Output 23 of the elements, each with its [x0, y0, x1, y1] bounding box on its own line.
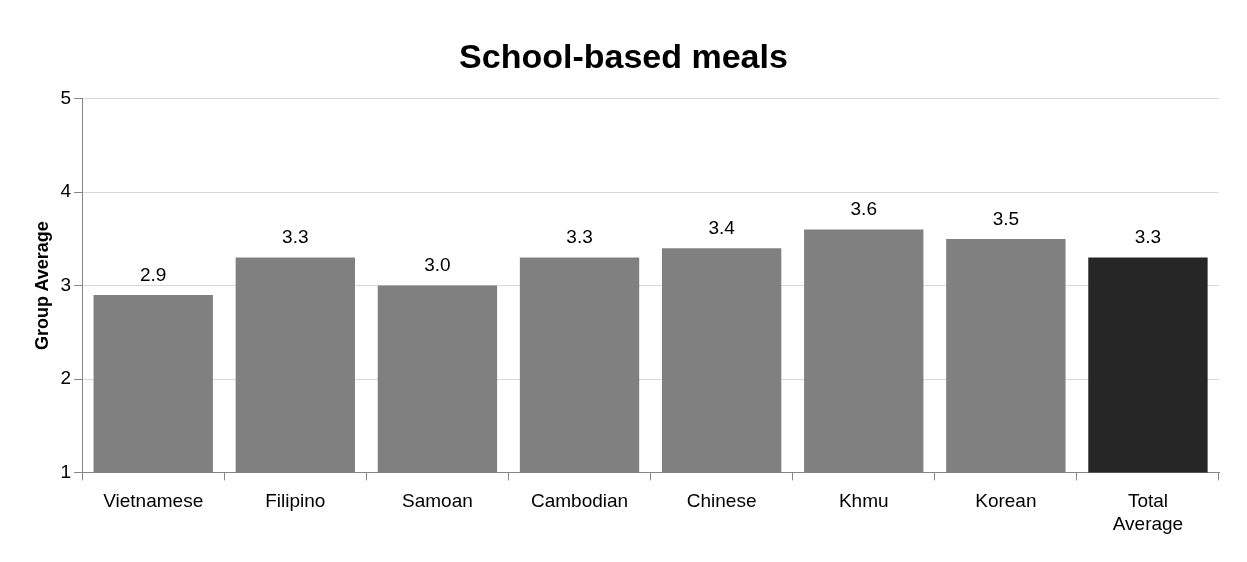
data-label: 3.6 — [850, 198, 877, 220]
data-label: 3.5 — [992, 207, 1020, 229]
data-label: 3.3 — [282, 226, 309, 248]
data-label: 2.9 — [140, 263, 167, 285]
data-label: 3.4 — [708, 216, 736, 238]
y-axis-title: Group Average — [31, 221, 52, 350]
y-tick-label: 2 — [60, 367, 72, 389]
data-label: 3.0 — [424, 254, 451, 276]
y-tick-label: 3 — [60, 273, 72, 295]
x-tick-label: Samoan — [402, 490, 473, 512]
data-label: 3.3 — [566, 226, 593, 248]
x-tick-label: Korean — [975, 490, 1037, 512]
data-label: 3.3 — [1134, 226, 1162, 248]
y-tick-label: 5 — [60, 87, 72, 109]
x-tick-label: Khmu — [838, 490, 889, 512]
x-tick-label: Total Average — [1112, 490, 1184, 534]
x-tick-label: Cambodian — [530, 490, 629, 512]
x-tick-label: Vietnamese — [103, 490, 204, 512]
x-tick-label: Filipino — [265, 490, 326, 512]
y-tick-label: 4 — [60, 180, 72, 202]
y-tick-label: 1 — [60, 460, 72, 482]
chart-title: School-based meals — [459, 36, 788, 75]
x-tick-label: Chinese — [686, 490, 757, 512]
